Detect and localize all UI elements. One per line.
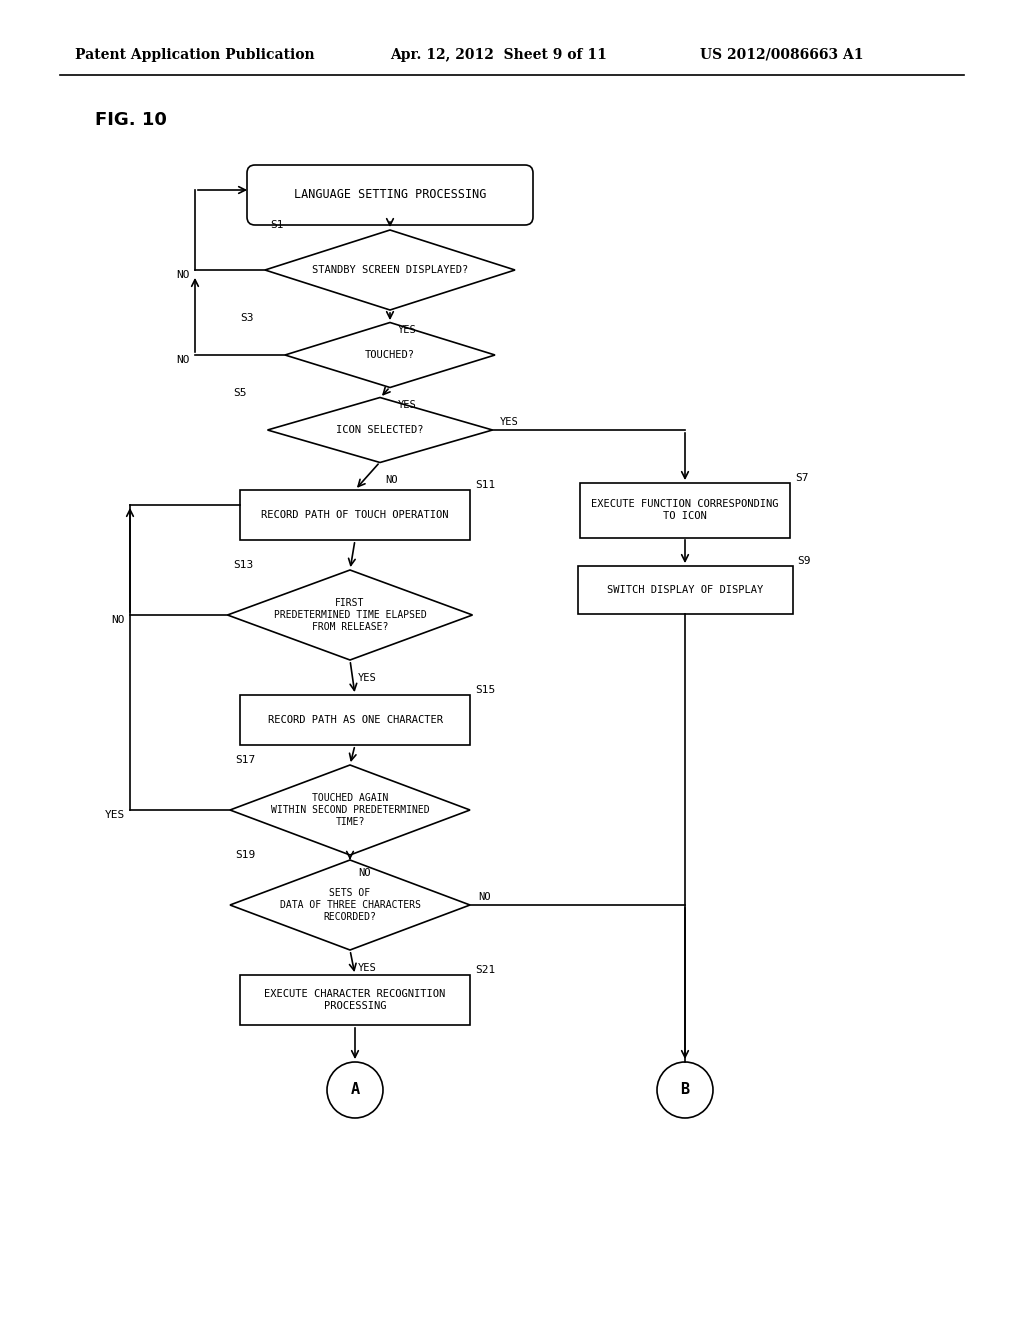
Text: FIRST
PREDETERMINED TIME ELAPSED
FROM RELEASE?: FIRST PREDETERMINED TIME ELAPSED FROM RE…	[273, 598, 426, 631]
Text: Patent Application Publication: Patent Application Publication	[75, 48, 314, 62]
Text: S11: S11	[475, 480, 496, 490]
Text: NO: NO	[358, 869, 371, 878]
Text: ICON SELECTED?: ICON SELECTED?	[336, 425, 424, 436]
Text: SETS OF
DATA OF THREE CHARACTERS
RECORDED?: SETS OF DATA OF THREE CHARACTERS RECORDE…	[280, 888, 421, 921]
Text: YES: YES	[398, 325, 417, 335]
Bar	[240, 490, 470, 540]
Text: S21: S21	[475, 965, 496, 975]
Text: EXECUTE CHARACTER RECOGNITION
PROCESSING: EXECUTE CHARACTER RECOGNITION PROCESSING	[264, 989, 445, 1011]
Text: S3: S3	[240, 313, 254, 323]
Text: NO: NO	[478, 892, 490, 902]
Text: NO: NO	[385, 475, 397, 484]
Text: S7: S7	[795, 473, 809, 483]
Text: S1: S1	[270, 220, 284, 230]
Text: LANGUAGE SETTING PROCESSING: LANGUAGE SETTING PROCESSING	[294, 189, 486, 202]
Bar	[240, 696, 470, 744]
Text: RECORD PATH OF TOUCH OPERATION: RECORD PATH OF TOUCH OPERATION	[261, 510, 449, 520]
Text: TOUCHED?: TOUCHED?	[365, 350, 415, 360]
Bar	[580, 483, 790, 537]
Text: US 2012/0086663 A1: US 2012/0086663 A1	[700, 48, 863, 62]
Text: YES: YES	[358, 964, 377, 973]
Text: YES: YES	[104, 810, 125, 820]
Text: S13: S13	[233, 560, 253, 570]
Text: YES: YES	[398, 400, 417, 411]
Circle shape	[657, 1063, 713, 1118]
Polygon shape	[230, 861, 470, 950]
Text: Apr. 12, 2012  Sheet 9 of 11: Apr. 12, 2012 Sheet 9 of 11	[390, 48, 607, 62]
Text: RECORD PATH AS ONE CHARACTER: RECORD PATH AS ONE CHARACTER	[267, 715, 442, 725]
Text: TOUCHED AGAIN
WITHIN SECOND PREDETERMINED
TIME?: TOUCHED AGAIN WITHIN SECOND PREDETERMINE…	[270, 793, 429, 826]
Polygon shape	[265, 230, 515, 310]
Text: S5: S5	[233, 388, 247, 399]
Text: SWITCH DISPLAY OF DISPLAY: SWITCH DISPLAY OF DISPLAY	[607, 585, 763, 595]
Text: NO: NO	[112, 615, 125, 624]
Polygon shape	[230, 766, 470, 855]
Text: A: A	[350, 1082, 359, 1097]
Text: S19: S19	[234, 850, 255, 861]
Text: S9: S9	[797, 556, 811, 566]
Text: S17: S17	[234, 755, 255, 766]
Text: S15: S15	[475, 685, 496, 696]
Polygon shape	[267, 397, 493, 462]
Text: YES: YES	[358, 673, 377, 682]
Text: YES: YES	[500, 417, 519, 426]
Circle shape	[327, 1063, 383, 1118]
Bar	[578, 566, 793, 614]
Text: B: B	[680, 1082, 689, 1097]
Text: FIG. 10: FIG. 10	[95, 111, 167, 129]
Text: NO: NO	[176, 271, 190, 280]
Polygon shape	[227, 570, 472, 660]
Bar	[240, 975, 470, 1026]
Text: NO: NO	[176, 355, 190, 366]
FancyBboxPatch shape	[247, 165, 534, 224]
Text: EXECUTE FUNCTION CORRESPONDING
TO ICON: EXECUTE FUNCTION CORRESPONDING TO ICON	[591, 499, 778, 521]
Text: STANDBY SCREEN DISPLAYED?: STANDBY SCREEN DISPLAYED?	[312, 265, 468, 275]
Polygon shape	[285, 322, 495, 388]
